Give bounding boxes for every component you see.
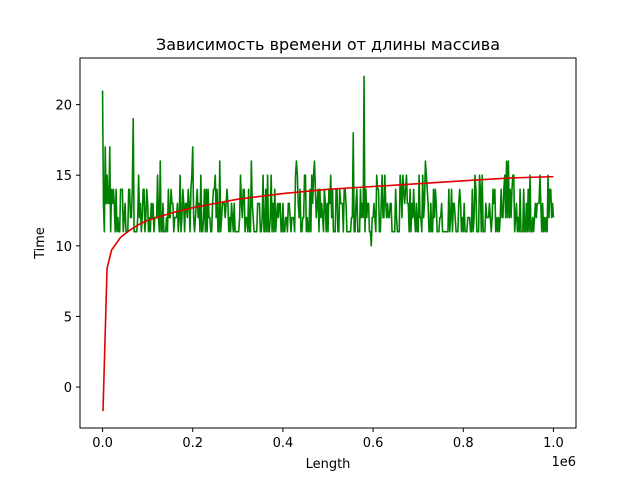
series-fit-line — [102, 175, 554, 412]
x-tick-label: 0.8 — [453, 436, 474, 451]
y-tick-label: 20 — [55, 99, 72, 114]
plot-frame — [79, 57, 577, 429]
series-measured-line — [101, 75, 555, 247]
chart-title: Зависимость времени от длины массива — [156, 35, 500, 54]
x-tick-label: 0.2 — [182, 436, 203, 451]
x-tick-label: 0.4 — [273, 436, 294, 451]
x-axis-offset-label: 1e6 — [551, 455, 576, 470]
y-tick-label: 15 — [55, 169, 72, 184]
x-tick-label: 0.6 — [363, 436, 384, 451]
x-tick-label: 1.0 — [543, 436, 564, 451]
x-tick-label: 0.0 — [92, 436, 113, 451]
y-tick-label: 0 — [64, 381, 72, 396]
x-axis-label: Length — [306, 457, 351, 472]
y-tick-label: 10 — [55, 240, 72, 255]
y-tick-label: 5 — [64, 310, 72, 325]
y-axis-label: Time — [33, 227, 48, 260]
